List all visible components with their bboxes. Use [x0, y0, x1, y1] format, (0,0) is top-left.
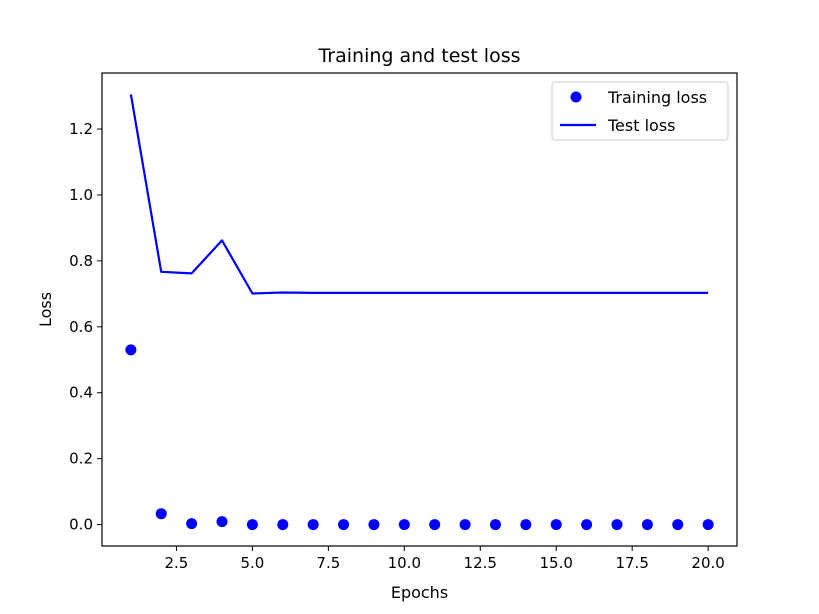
x-tick-label: 15.0	[540, 554, 573, 572]
plot-area-frame	[101, 72, 738, 547]
x-tick-label: 10.0	[388, 554, 421, 572]
data-point-training-loss	[125, 344, 137, 356]
data-point-training-loss	[368, 519, 380, 531]
y-tick-label: 0.2	[69, 450, 93, 468]
data-point-training-loss	[216, 516, 228, 528]
x-axis-label: Epochs	[391, 583, 448, 602]
data-point-training-loss	[702, 519, 714, 531]
x-tick-label: 20.0	[691, 554, 724, 572]
y-tick-label: 0.4	[69, 384, 93, 402]
data-point-training-loss	[338, 519, 350, 531]
data-point-training-loss	[246, 519, 258, 531]
data-point-training-loss	[186, 518, 198, 530]
data-point-training-loss	[520, 519, 532, 531]
x-tick-label: 17.5	[615, 554, 648, 572]
y-axis-label: Loss	[36, 292, 55, 327]
y-tick-label: 0.8	[69, 252, 93, 270]
data-point-training-loss	[641, 519, 653, 531]
axis-ticks: 2.5 5.0 7.5 10.0 12.5 15.0 17.5 20.0 0.0 0.2 0.4 0.…	[69, 120, 725, 572]
legend: Training loss Test loss	[551, 81, 729, 141]
data-point-training-loss	[550, 519, 562, 531]
data-point-training-loss	[672, 519, 684, 531]
legend-marker-training-loss	[570, 91, 582, 103]
data-marks	[125, 94, 714, 531]
data-point-training-loss	[459, 519, 471, 531]
x-tick-label: 5.0	[240, 554, 264, 572]
x-tick-label: 12.5	[464, 554, 497, 572]
x-tick-label: 7.5	[316, 554, 340, 572]
y-tick-label: 1.2	[69, 120, 93, 138]
series-line-test-loss	[129, 94, 709, 295]
data-point-training-loss	[155, 508, 167, 520]
data-point-training-loss	[429, 519, 441, 531]
y-tick-label: 1.0	[69, 186, 93, 204]
legend-label-training-loss: Training loss	[607, 88, 707, 107]
y-tick-label: 0.0	[69, 516, 93, 534]
chart-title: Training and test loss	[317, 45, 520, 67]
legend-label-test-loss: Test loss	[607, 116, 676, 135]
x-tick-label: 2.5	[165, 554, 189, 572]
data-point-training-loss	[489, 519, 501, 531]
data-point-training-loss	[398, 519, 410, 531]
data-point-training-loss	[581, 519, 593, 531]
data-point-training-loss	[611, 519, 623, 531]
data-point-training-loss	[307, 519, 319, 531]
y-tick-label: 0.6	[69, 318, 93, 336]
data-point-training-loss	[277, 519, 289, 531]
